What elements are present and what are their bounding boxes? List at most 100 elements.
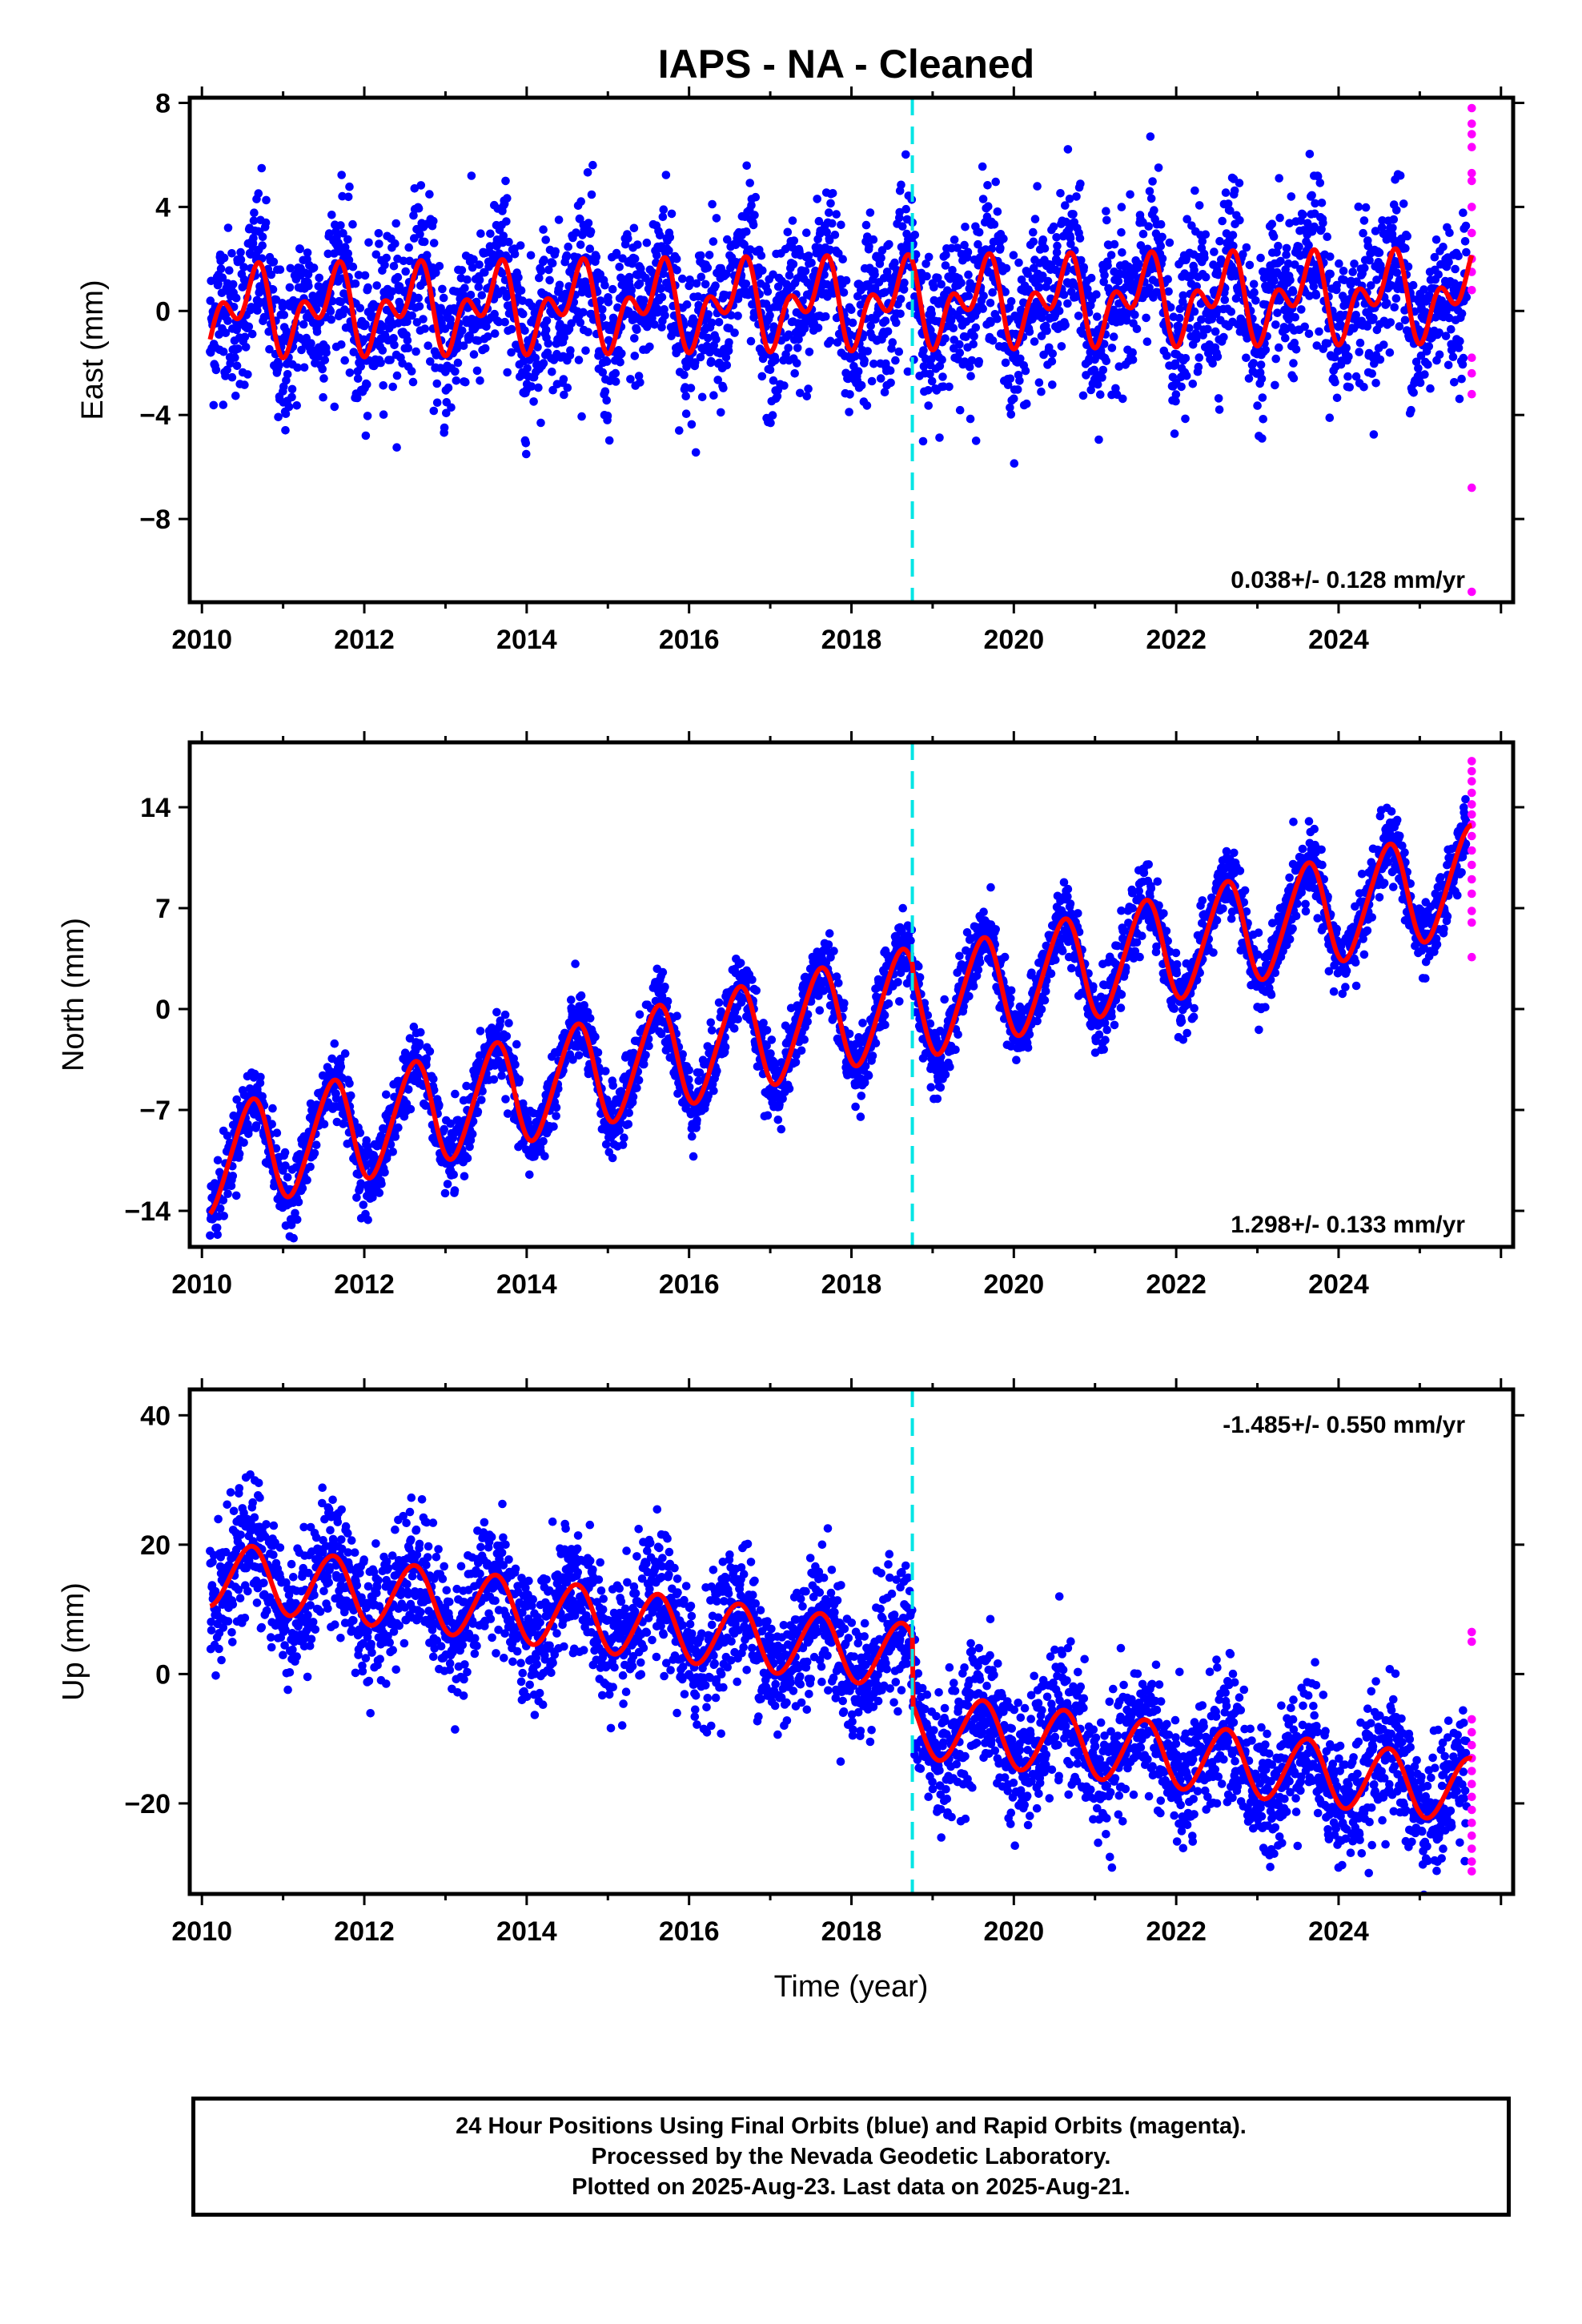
final-orbit-point bbox=[227, 372, 237, 382]
final-orbit-point bbox=[511, 1060, 520, 1069]
final-orbit-point bbox=[697, 392, 707, 402]
final-orbit-point bbox=[576, 991, 586, 1000]
final-orbit-point bbox=[883, 327, 893, 336]
final-orbit-point bbox=[601, 1067, 610, 1076]
final-orbit-point bbox=[1274, 241, 1283, 251]
final-orbit-point bbox=[472, 366, 482, 376]
final-orbit-point bbox=[773, 392, 782, 401]
final-orbit-point bbox=[910, 231, 920, 239]
final-orbit-point bbox=[219, 1212, 229, 1220]
final-orbit-point bbox=[746, 336, 756, 346]
final-orbit-point bbox=[223, 223, 233, 232]
final-orbit-point bbox=[480, 344, 490, 353]
final-orbit-point bbox=[899, 285, 909, 294]
final-orbit-point bbox=[1098, 373, 1106, 382]
final-orbit-point bbox=[234, 344, 243, 353]
final-orbit-point bbox=[228, 279, 238, 289]
final-orbit-point bbox=[974, 239, 982, 249]
final-orbit-point bbox=[349, 348, 359, 357]
final-orbit-point bbox=[938, 372, 947, 381]
final-orbit-point bbox=[1344, 352, 1353, 361]
final-orbit-point bbox=[751, 192, 761, 202]
final-orbit-point bbox=[978, 304, 987, 313]
final-orbit-point bbox=[1118, 394, 1127, 404]
final-orbit-point bbox=[993, 207, 1002, 216]
final-orbit-point bbox=[1311, 199, 1319, 208]
final-orbit-point bbox=[1289, 373, 1299, 383]
final-orbit-point bbox=[686, 384, 696, 392]
final-orbit-point bbox=[1047, 357, 1057, 366]
final-orbit-point bbox=[800, 324, 809, 333]
final-orbit-point bbox=[1269, 232, 1279, 241]
final-orbit-point bbox=[880, 388, 889, 397]
final-orbit-point bbox=[484, 332, 492, 341]
final-orbit-point bbox=[848, 318, 857, 328]
final-orbit-point bbox=[209, 400, 219, 410]
final-orbit-point bbox=[345, 368, 355, 377]
final-orbit-point bbox=[262, 195, 271, 205]
final-orbit-point bbox=[788, 243, 797, 252]
final-orbit-point bbox=[969, 340, 978, 349]
final-orbit-point bbox=[632, 325, 641, 335]
final-orbit-point bbox=[1317, 199, 1327, 207]
final-orbit-point bbox=[1454, 251, 1463, 261]
final-orbit-point bbox=[769, 376, 778, 385]
final-orbit-point bbox=[1146, 132, 1155, 141]
final-orbit-point bbox=[355, 1128, 365, 1137]
final-orbit-point bbox=[608, 1081, 617, 1090]
final-orbit-point bbox=[1006, 403, 1014, 412]
final-orbit-point bbox=[285, 283, 295, 292]
final-orbit-point bbox=[1200, 253, 1209, 263]
final-orbit-point bbox=[526, 251, 536, 260]
final-orbit-point bbox=[1040, 243, 1050, 253]
final-orbit-point bbox=[1210, 247, 1219, 256]
final-orbit-point bbox=[825, 336, 835, 346]
final-orbit-point bbox=[624, 234, 632, 243]
final-orbit-point bbox=[337, 340, 346, 349]
final-orbit-point bbox=[1146, 194, 1156, 203]
final-orbit-point bbox=[935, 433, 944, 442]
final-orbit-point bbox=[709, 391, 718, 400]
final-orbit-point bbox=[407, 367, 416, 376]
final-orbit-point bbox=[805, 348, 814, 356]
final-orbit-point bbox=[225, 266, 234, 275]
final-orbit-point bbox=[714, 318, 724, 327]
final-orbit-point bbox=[689, 1152, 698, 1161]
final-orbit-point bbox=[1435, 350, 1444, 360]
final-orbit-point bbox=[539, 359, 548, 368]
final-orbit-point bbox=[910, 292, 919, 301]
final-orbit-point bbox=[1421, 308, 1431, 317]
final-orbit-point bbox=[223, 1189, 232, 1198]
final-orbit-point bbox=[278, 303, 287, 312]
final-orbit-point bbox=[766, 418, 775, 428]
final-orbit-point bbox=[1190, 307, 1199, 316]
final-orbit-point bbox=[249, 216, 259, 225]
final-orbit-point bbox=[452, 344, 461, 353]
final-orbit-point bbox=[1319, 219, 1327, 227]
final-orbit-point bbox=[789, 259, 798, 269]
final-orbit-point bbox=[1083, 284, 1092, 294]
final-orbit-point bbox=[745, 179, 754, 187]
final-orbit-point bbox=[576, 197, 585, 206]
final-orbit-point bbox=[1065, 195, 1074, 203]
final-orbit-point bbox=[632, 1084, 641, 1092]
final-orbit-point bbox=[1372, 275, 1381, 284]
final-orbit-point bbox=[1156, 219, 1166, 229]
final-orbit-point bbox=[503, 194, 512, 203]
final-orbit-point bbox=[918, 436, 928, 446]
final-orbit-point bbox=[634, 1076, 644, 1085]
final-orbit-point bbox=[1311, 291, 1321, 300]
final-orbit-point bbox=[453, 358, 463, 368]
final-orbit-point bbox=[324, 229, 334, 238]
final-orbit-point bbox=[408, 377, 418, 387]
final-orbit-point bbox=[239, 263, 248, 271]
final-orbit-point bbox=[492, 1007, 501, 1017]
final-orbit-point bbox=[1142, 313, 1150, 323]
final-orbit-point bbox=[380, 260, 389, 270]
final-orbit-point bbox=[226, 359, 235, 368]
final-orbit-point bbox=[711, 281, 720, 291]
final-orbit-point bbox=[1171, 390, 1181, 399]
final-orbit-point bbox=[494, 317, 504, 327]
final-orbit-point bbox=[685, 275, 694, 284]
rapid-orbits-points-east bbox=[1468, 103, 1476, 597]
